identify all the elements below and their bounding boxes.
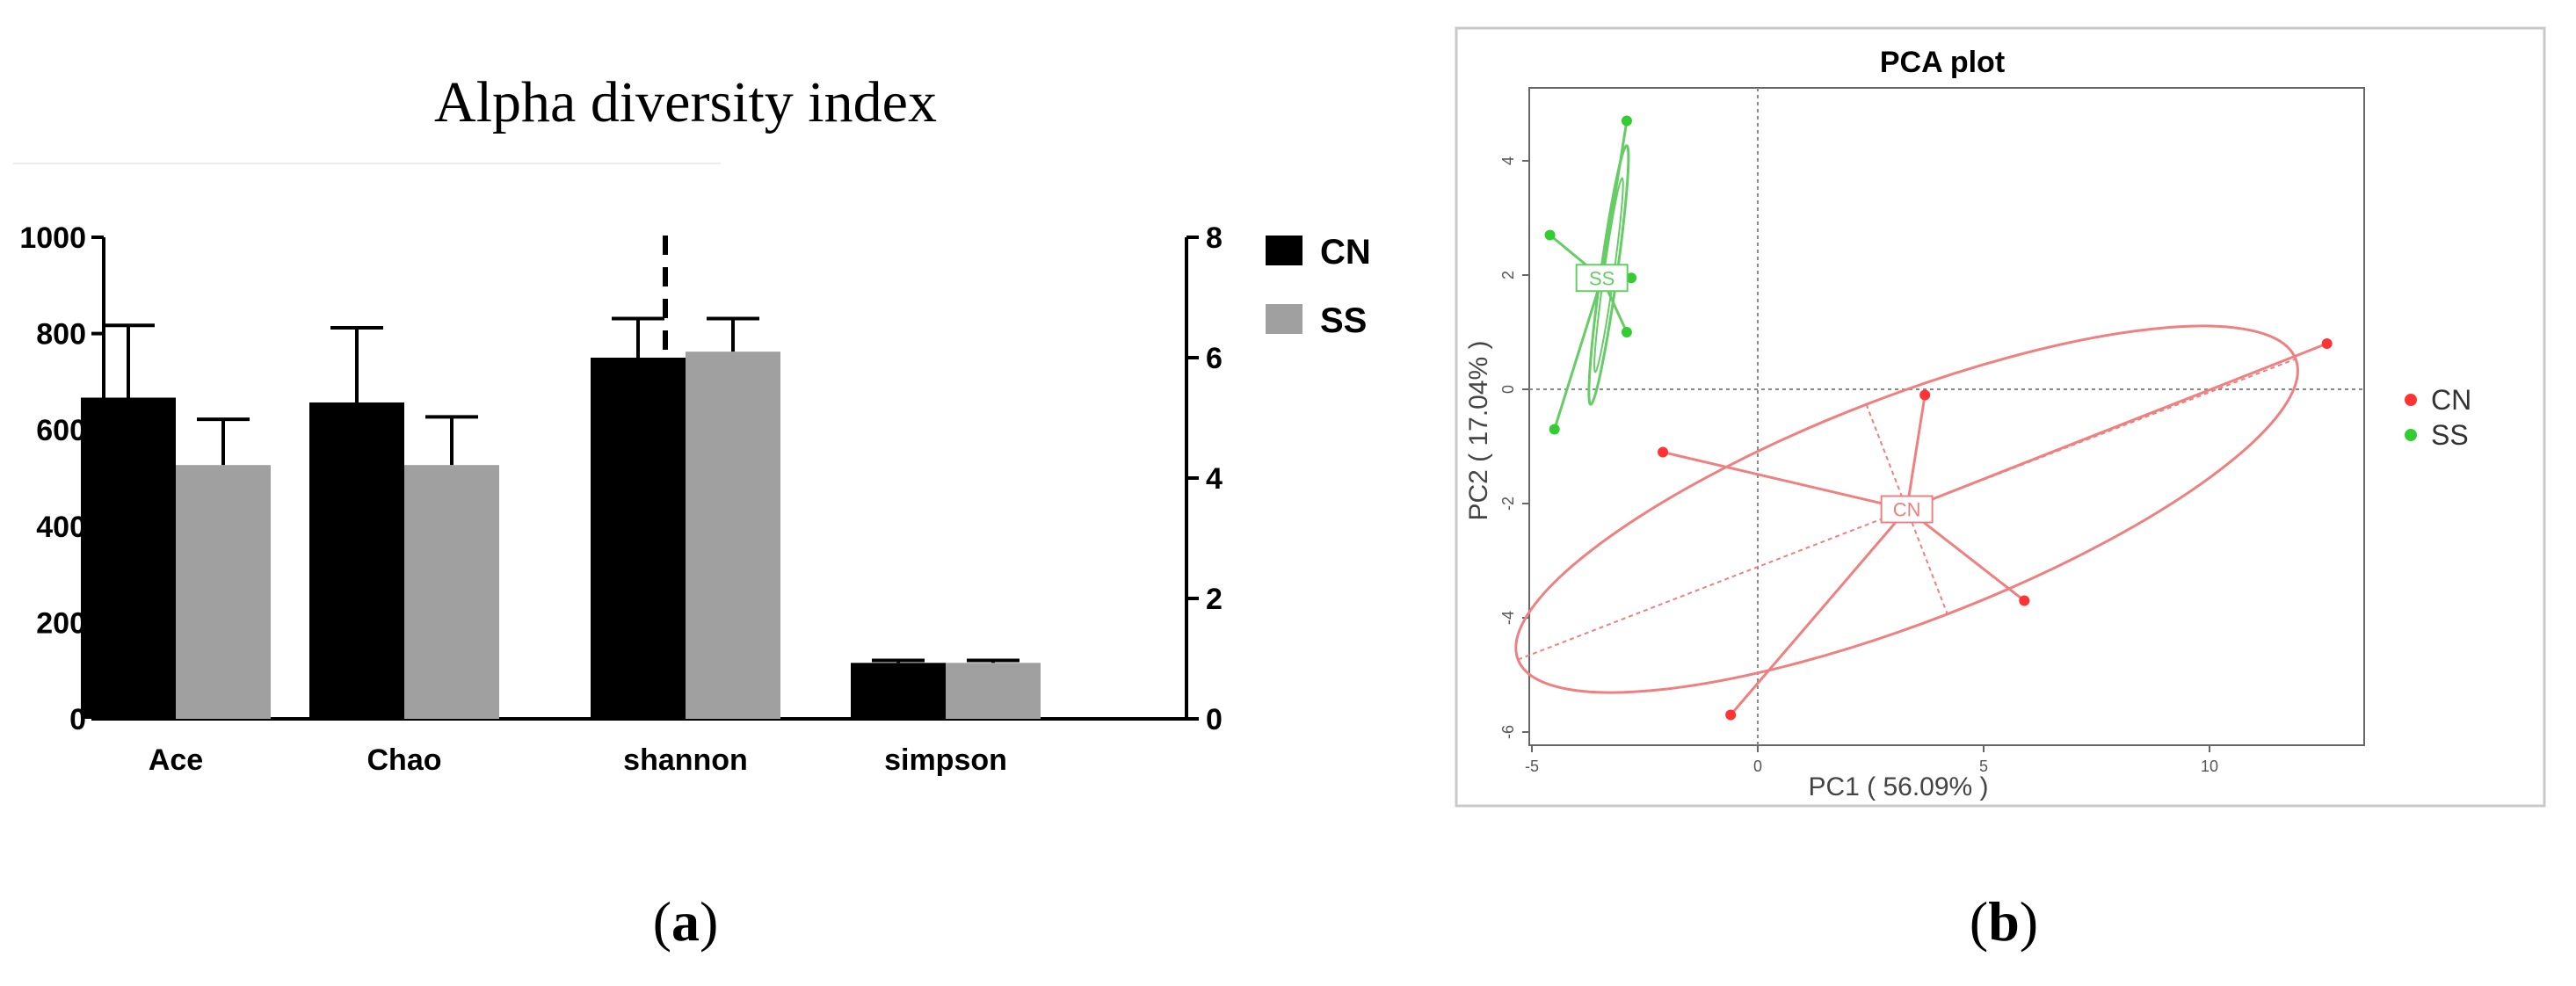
spoke-cn: [1906, 342, 2328, 511]
point-ss: [1549, 424, 1560, 435]
legend-dot-ss: [2405, 429, 2417, 441]
centroid-box-ss: [1575, 264, 1629, 293]
spoke-ss: [1600, 120, 1629, 279]
legend-label-ss: SS: [2431, 419, 2469, 451]
y-right-tick-label: 0: [1206, 703, 1223, 736]
legend-label-cn: CN: [1320, 233, 1371, 272]
chart-a-legend: CN SS: [1266, 233, 1371, 340]
pca-y-tick-label: 4: [1499, 156, 1517, 165]
spoke-cn: [1662, 451, 1907, 511]
pca-x-tick-label: 0: [1753, 758, 1762, 775]
point-cn: [2019, 595, 2030, 606]
pca-series: CN SS: [1514, 115, 2333, 721]
point-ss: [1621, 327, 1632, 337]
bar-cn-shannon: [591, 358, 686, 719]
pca-x-tick-label: 5: [1979, 758, 1988, 775]
pca-x-tick-label: -5: [1525, 758, 1539, 775]
legend-dot-cn: [2405, 394, 2417, 406]
bar-cn-ace: [81, 397, 176, 719]
y-left-tick-label: 400: [36, 511, 86, 544]
y-right-tick-label: 6: [1206, 342, 1223, 375]
point-cn: [1725, 709, 1737, 721]
chart-a-labels: Ace Chao shannon simpson: [149, 743, 1007, 777]
y-left-tick-label: 600: [36, 414, 86, 447]
pca-y-tick-label: 2: [1499, 271, 1517, 279]
pca-reference-lines: [1529, 88, 2364, 745]
x-tick-label: shannon: [623, 743, 748, 777]
x-tick-label: simpson: [884, 743, 1007, 777]
y-left-tick-label: 800: [36, 318, 86, 352]
spoke-cn: [1730, 508, 1908, 716]
pca-x-axis-label: PC1 ( 56.09% ): [1808, 772, 1988, 801]
point-cn: [2321, 338, 2333, 349]
spoke-cn: [1905, 395, 1927, 510]
legend-label-ss: SS: [1320, 301, 1367, 340]
panel-b-caption: (b): [1970, 890, 2038, 953]
y-right-tick-label: 4: [1206, 462, 1223, 496]
bar-ss-simpson: [946, 663, 1041, 719]
legend-label-cn: CN: [2431, 384, 2471, 416]
x-tick-label: Chao: [367, 743, 442, 777]
centroid-box-cn: [1880, 495, 1934, 524]
y-left-tick-label: 200: [36, 606, 86, 640]
bar-cn-chao: [309, 402, 404, 719]
point-ss: [1621, 115, 1632, 127]
bar-cn-simpson: [851, 663, 946, 719]
alpha-diversity-panel: Alpha diversity index 020040060080010000…: [13, 70, 1371, 953]
legend-swatch-ss: [1266, 304, 1303, 334]
point-ss: [1626, 272, 1637, 284]
pca-y-tick-label: -4: [1499, 611, 1517, 625]
y-right-tick-label: 2: [1206, 583, 1223, 616]
pca-x-tick-label: 10: [2201, 758, 2218, 775]
bar-ss-ace: [176, 465, 271, 719]
bar-ss-chao: [404, 465, 499, 719]
point-cn: [1658, 446, 1669, 458]
panel-a-caption: (a): [653, 890, 719, 953]
chart-a-title: Alpha diversity index: [434, 70, 937, 134]
spoke-cn: [1905, 508, 2026, 602]
pca-y-tick-label: -6: [1499, 725, 1517, 739]
point-ss: [1544, 229, 1556, 241]
centroid-label-cn: CN: [1893, 499, 1921, 521]
legend-swatch-cn: [1266, 236, 1303, 265]
pca-y-axis-label: PC2 ( 17.04% ): [1464, 340, 1493, 520]
pca-outer-frame: [1455, 26, 2546, 808]
y-left-tick-label: 1000: [19, 221, 86, 255]
centroid-label-ss: SS: [1589, 267, 1615, 289]
chart-a-bars: [81, 316, 1041, 719]
x-tick-label: Ace: [149, 743, 203, 777]
spoke-ss: [1553, 277, 1604, 430]
point-cn: [1919, 389, 1931, 401]
pca-y-tick-label: -2: [1499, 497, 1517, 511]
y-right-tick-label: 8: [1206, 221, 1223, 255]
pca-y-tick-label: 0: [1499, 385, 1517, 394]
pca-axis-ticks: -5 0 5 10 4 2 0 -2 -4 -6: [1499, 156, 2218, 775]
chart-b-title: PCA plot: [1880, 46, 2005, 79]
pca-plot-area: [1528, 87, 2365, 746]
bar-ss-shannon: [686, 352, 780, 719]
